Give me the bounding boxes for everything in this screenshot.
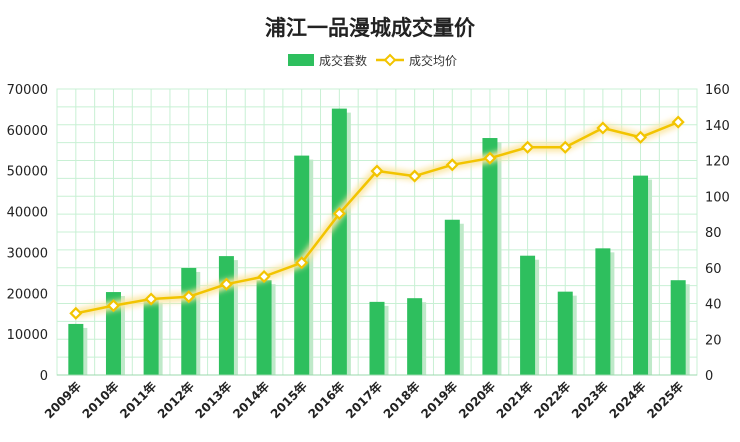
x-tick-label: 2013年	[192, 379, 235, 422]
line-point-2021年	[521, 140, 535, 154]
x-tick-label: 2018年	[380, 379, 423, 422]
bar-2024年	[633, 175, 649, 375]
y-left-tick-label: 20000	[7, 287, 48, 302]
y-right-tick-label: 120	[705, 155, 730, 170]
bar-2018年	[407, 298, 423, 375]
watermark-text: 搜狐号@搜狐焦点宿州站	[574, 419, 728, 436]
line-point-2013年	[219, 277, 233, 291]
y-right-tick-label: 100	[705, 190, 730, 205]
x-tick-label: 2012年	[154, 379, 197, 422]
y-right-tick-label: 140	[705, 119, 730, 134]
bar-2019年	[444, 219, 460, 375]
y-left-tick-label: 10000	[7, 328, 48, 343]
bar-2011年	[143, 298, 159, 375]
bar-2023年	[595, 248, 611, 375]
chart-title: 浦江一品漫城成交量价	[265, 16, 476, 40]
bar-2022年	[557, 291, 573, 375]
y-right-tick-label: 160	[705, 83, 730, 98]
bar-2025年	[670, 280, 686, 375]
bar-2017年	[369, 301, 385, 375]
line-point-2017年	[370, 164, 384, 178]
y-right-tick-label: 0	[705, 369, 713, 384]
legend: 成交套数 成交均价	[288, 53, 457, 68]
line-point-2022年	[558, 140, 572, 154]
x-tick-label: 2011年	[117, 379, 160, 422]
y-left-tick-label: 70000	[7, 83, 48, 98]
bar-2016年	[331, 108, 347, 376]
line-point-2019年	[445, 158, 459, 172]
y-left-tick-label: 50000	[7, 165, 48, 180]
x-tick-label: 2009年	[41, 379, 84, 422]
bar-2010年	[105, 292, 121, 375]
x-tick-label: 2016年	[305, 379, 348, 422]
legend-line-label: 成交均价	[409, 53, 457, 68]
y-right-tick-label: 20	[705, 333, 722, 348]
x-tick-label: 2020年	[455, 379, 498, 422]
x-tick-label: 2017年	[342, 379, 385, 422]
bar-2009年	[68, 323, 84, 375]
y-left-tick-label: 0	[40, 369, 48, 384]
y-left-tick-label: 60000	[7, 124, 48, 139]
y-left-tick-label: 40000	[7, 206, 48, 221]
x-tick-label: 2021年	[493, 379, 536, 422]
line-point-2014年	[257, 269, 271, 284]
line-point-2023年	[596, 121, 610, 135]
bar-2020年	[482, 138, 498, 375]
line-point-2024年	[633, 130, 648, 144]
x-tick-label: 2025年	[644, 379, 687, 422]
line-point-2016年	[332, 207, 346, 221]
legend-line-marker	[383, 53, 397, 67]
x-tick-label: 2023年	[568, 379, 611, 422]
x-tick-label: 2024年	[606, 379, 649, 422]
y-left-tick-label: 30000	[7, 246, 48, 261]
x-tick-label: 2022年	[531, 379, 574, 422]
bar-2013年	[218, 256, 234, 375]
bar-series	[68, 108, 690, 376]
bar-2012年	[181, 267, 197, 375]
line-point-2018年	[408, 169, 422, 183]
y-right-tick-label: 80	[705, 226, 722, 241]
y-right-tick-label: 40	[705, 298, 722, 313]
x-tick-label: 2010年	[79, 379, 122, 422]
legend-bar-label: 成交套数	[319, 53, 367, 68]
bar-2014年	[256, 280, 272, 375]
line-series	[69, 115, 685, 320]
line-point-2020年	[483, 151, 497, 165]
line-point-2012年	[182, 290, 196, 304]
legend-bar-swatch	[288, 54, 314, 66]
x-tick-label: 2019年	[418, 379, 461, 422]
line-point-2009年	[69, 306, 83, 320]
line-point-2010年	[106, 299, 121, 313]
x-tick-label: 2014年	[229, 379, 272, 422]
y-right-tick-label: 60	[705, 262, 722, 277]
line-point-2011年	[144, 292, 158, 306]
bar-2021年	[520, 255, 536, 375]
line-point-2025年	[671, 115, 685, 129]
x-tick-label: 2015年	[267, 379, 310, 422]
line-point-2015年	[295, 256, 309, 270]
